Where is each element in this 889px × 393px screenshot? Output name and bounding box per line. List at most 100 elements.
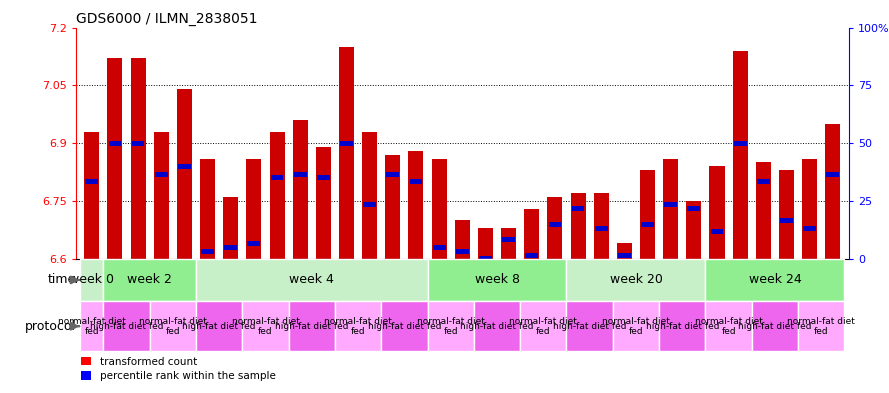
- Bar: [246, 159, 261, 259]
- Bar: [710, 230, 724, 235]
- Bar: [149, 301, 196, 351]
- Bar: [549, 222, 561, 227]
- Text: week 4: week 4: [289, 274, 334, 286]
- Text: high-fat diet fed: high-fat diet fed: [738, 322, 812, 331]
- Text: high-fat diet fed: high-fat diet fed: [90, 322, 164, 331]
- Bar: [618, 253, 631, 257]
- Bar: [663, 159, 678, 259]
- Bar: [474, 301, 520, 351]
- Bar: [520, 301, 566, 351]
- Text: normal-fat diet
fed: normal-fat diet fed: [694, 316, 763, 336]
- Bar: [428, 301, 474, 351]
- Bar: [779, 170, 794, 259]
- Bar: [340, 141, 353, 146]
- Bar: [85, 179, 98, 184]
- Bar: [756, 162, 771, 259]
- Bar: [177, 89, 192, 259]
- Text: high-fat diet fed: high-fat diet fed: [461, 322, 533, 331]
- Bar: [132, 141, 145, 146]
- Bar: [455, 220, 469, 259]
- Bar: [664, 202, 677, 208]
- Bar: [613, 301, 659, 351]
- Bar: [196, 259, 428, 301]
- Bar: [223, 197, 238, 259]
- Bar: [752, 301, 798, 351]
- Bar: [289, 301, 335, 351]
- Text: normal-fat diet
fed: normal-fat diet fed: [58, 316, 125, 336]
- Text: week 2: week 2: [127, 274, 172, 286]
- Text: week 8: week 8: [475, 274, 519, 286]
- Bar: [108, 59, 123, 259]
- Text: normal-fat diet
fed: normal-fat diet fed: [139, 316, 207, 336]
- Text: protocol: protocol: [25, 320, 76, 333]
- Bar: [317, 175, 330, 180]
- Bar: [381, 301, 428, 351]
- Bar: [362, 132, 377, 259]
- Bar: [155, 171, 168, 176]
- Bar: [316, 147, 331, 259]
- Bar: [827, 171, 839, 176]
- Bar: [410, 179, 422, 184]
- Bar: [478, 228, 493, 259]
- Bar: [594, 193, 609, 259]
- Bar: [706, 259, 845, 301]
- Text: normal-fat diet
fed: normal-fat diet fed: [324, 316, 392, 336]
- Bar: [733, 141, 747, 146]
- Bar: [433, 245, 445, 250]
- Bar: [196, 301, 243, 351]
- Bar: [687, 206, 701, 211]
- Bar: [103, 259, 196, 301]
- Bar: [269, 132, 284, 259]
- Bar: [80, 301, 103, 351]
- Bar: [200, 159, 215, 259]
- Bar: [154, 132, 169, 259]
- Text: high-fat diet fed: high-fat diet fed: [275, 322, 348, 331]
- Text: normal-fat diet
fed: normal-fat diet fed: [509, 316, 577, 336]
- Bar: [408, 151, 423, 259]
- Bar: [247, 241, 260, 246]
- Text: week 20: week 20: [610, 274, 662, 286]
- Text: normal-fat diet
fed: normal-fat diet fed: [788, 316, 855, 336]
- Bar: [293, 171, 307, 176]
- Bar: [802, 159, 817, 259]
- Text: GDS6000 / ILMN_2838051: GDS6000 / ILMN_2838051: [76, 13, 257, 26]
- Bar: [364, 202, 376, 208]
- Text: week 24: week 24: [749, 274, 801, 286]
- Bar: [686, 201, 701, 259]
- Bar: [804, 226, 816, 231]
- Bar: [84, 132, 100, 259]
- Bar: [659, 301, 706, 351]
- Bar: [335, 301, 381, 351]
- Bar: [566, 301, 613, 351]
- Bar: [572, 206, 584, 211]
- Text: high-fat diet fed: high-fat diet fed: [553, 322, 627, 331]
- Bar: [525, 209, 540, 259]
- Bar: [131, 59, 146, 259]
- Bar: [525, 253, 538, 257]
- Bar: [108, 141, 121, 146]
- Bar: [270, 175, 284, 180]
- Bar: [387, 171, 399, 176]
- Bar: [825, 124, 840, 259]
- Bar: [479, 256, 492, 261]
- Bar: [201, 249, 214, 254]
- Bar: [780, 218, 793, 223]
- Text: high-fat diet fed: high-fat diet fed: [182, 322, 256, 331]
- Bar: [757, 179, 770, 184]
- Bar: [571, 193, 586, 259]
- Bar: [706, 301, 752, 351]
- Text: normal-fat diet
fed: normal-fat diet fed: [417, 316, 485, 336]
- Bar: [641, 222, 654, 227]
- Text: high-fat diet fed: high-fat diet fed: [645, 322, 719, 331]
- Bar: [798, 301, 845, 351]
- Legend: transformed count, percentile rank within the sample: transformed count, percentile rank withi…: [81, 357, 276, 381]
- Bar: [566, 259, 706, 301]
- Bar: [178, 164, 191, 169]
- Bar: [431, 159, 446, 259]
- Bar: [292, 120, 308, 259]
- Bar: [502, 237, 515, 242]
- Bar: [224, 245, 237, 250]
- Bar: [501, 228, 517, 259]
- Bar: [733, 51, 748, 259]
- Bar: [456, 249, 469, 254]
